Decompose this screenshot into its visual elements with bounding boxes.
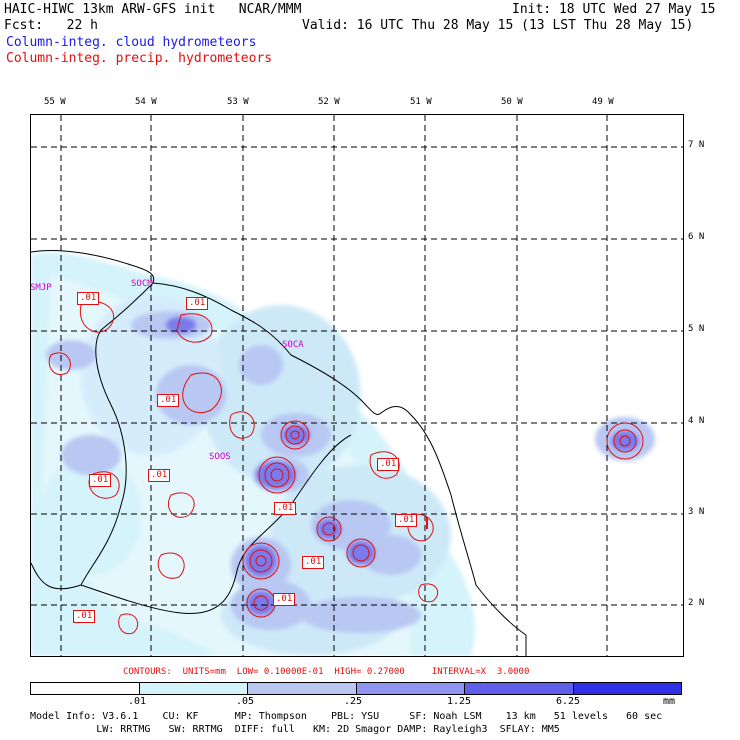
colorbar-tick: .05 bbox=[236, 696, 255, 707]
map-field bbox=[31, 115, 683, 656]
colorbar-bin bbox=[139, 683, 248, 694]
contour-label: .01 bbox=[157, 394, 180, 407]
station-label: SOCA bbox=[282, 340, 304, 350]
contour-label: .01 bbox=[395, 514, 418, 527]
station-label: SOCM bbox=[131, 279, 153, 289]
legend-precip: Column-integ. precip. hydrometeors bbox=[6, 51, 273, 66]
lat-lon-grid bbox=[31, 115, 683, 656]
lon-label: 52 W bbox=[318, 97, 340, 107]
lon-label: 51 W bbox=[410, 97, 432, 107]
colorbar-bin bbox=[31, 683, 140, 694]
forecast-hour: Fcst: 22 h bbox=[4, 18, 98, 33]
colorbar-tick: 6.25 bbox=[556, 696, 581, 707]
map-panel bbox=[30, 114, 684, 657]
contour-label: .01 bbox=[89, 474, 112, 487]
legend-cloud: Column-integ. cloud hydrometeors bbox=[6, 35, 257, 50]
lat-label: 5 N bbox=[688, 324, 705, 334]
colorbar-bin bbox=[356, 683, 465, 694]
header-title: HAIC-HIWC 13km ARW-GFS init NCAR/MMM bbox=[4, 2, 302, 17]
model-info-line1: Model Info: V3.6.1 CU: KF MP: Thompson P… bbox=[30, 711, 663, 722]
colorbar-tick: 1.25 bbox=[447, 696, 472, 707]
lon-label: 54 W bbox=[135, 97, 157, 107]
lat-label: 3 N bbox=[688, 507, 705, 517]
init-time: Init: 18 UTC Wed 27 May 15 bbox=[512, 2, 716, 17]
lon-label: 53 W bbox=[227, 97, 249, 107]
lon-label: 55 W bbox=[44, 97, 66, 107]
lat-label: 4 N bbox=[688, 416, 705, 426]
colorbar-tick: .25 bbox=[344, 696, 363, 707]
contour-label: .01 bbox=[273, 593, 296, 606]
precip-contours bbox=[48, 301, 644, 635]
colorbar-bin bbox=[248, 683, 357, 694]
contour-label: .01 bbox=[302, 556, 325, 569]
colorbar-units: mm bbox=[663, 696, 676, 707]
colorbar-bin bbox=[573, 683, 681, 694]
contour-label: .01 bbox=[274, 502, 297, 515]
colorbar bbox=[30, 682, 682, 695]
colorbar-bin bbox=[465, 683, 574, 694]
contour-label: .01 bbox=[148, 469, 171, 482]
lon-label: 50 W bbox=[501, 97, 523, 107]
station-label: SOOS bbox=[209, 452, 231, 462]
contour-note: CONTOURS: UNITS=mm LOW= 0.10000E-01 HIGH… bbox=[123, 667, 530, 677]
contour-label: .01 bbox=[77, 292, 100, 305]
lat-label: 6 N bbox=[688, 232, 705, 242]
coastline bbox=[31, 249, 527, 656]
contour-label: .01 bbox=[186, 297, 209, 310]
lat-label: 2 N bbox=[688, 598, 705, 608]
valid-time: Valid: 16 UTC Thu 28 May 15 (13 LST Thu … bbox=[302, 18, 694, 33]
station-label: SMJP bbox=[30, 283, 52, 293]
lat-label: 7 N bbox=[688, 140, 705, 150]
contour-label: .01 bbox=[73, 610, 96, 623]
lon-label: 49 W bbox=[592, 97, 614, 107]
model-info-line2: LW: RRTMG SW: RRTMG DIFF: full KM: 2D Sm… bbox=[30, 724, 560, 735]
contour-label: .01 bbox=[377, 458, 400, 471]
colorbar-tick: .01 bbox=[128, 696, 147, 707]
